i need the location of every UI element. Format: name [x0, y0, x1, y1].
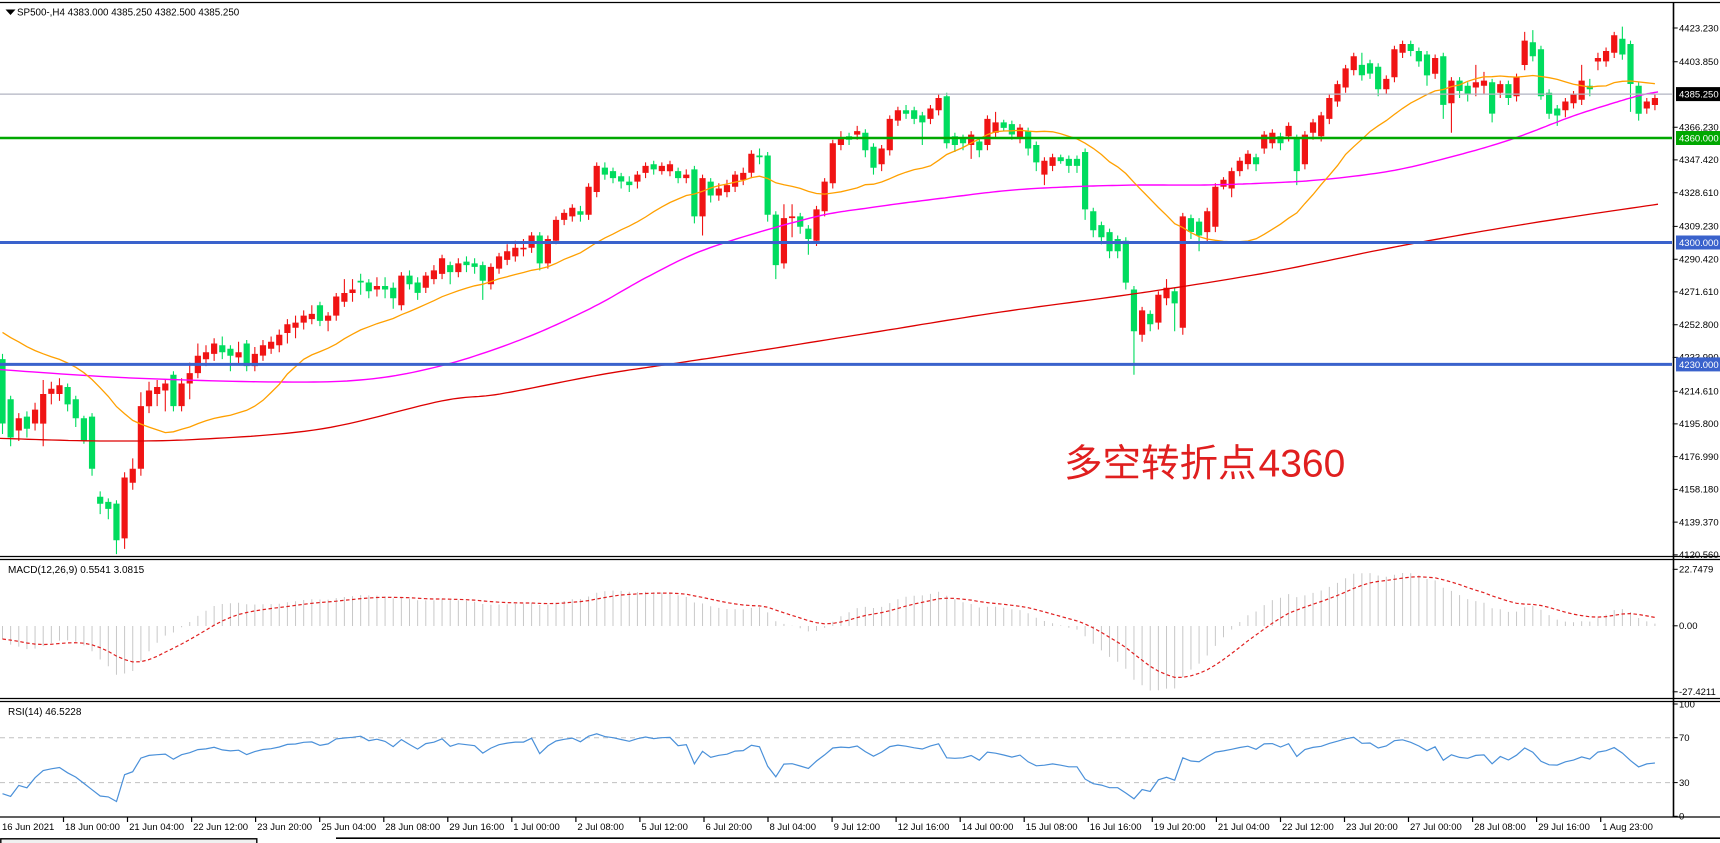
svg-text:4360: 4360 — [1259, 443, 1346, 486]
svg-text:16 Jun 2021: 16 Jun 2021 — [2, 822, 54, 833]
svg-text:9 Jul 12:00: 9 Jul 12:00 — [834, 822, 880, 833]
svg-text:0: 0 — [1679, 812, 1684, 823]
svg-text:4300.000: 4300.000 — [1679, 238, 1719, 249]
svg-text:4176.990: 4176.990 — [1679, 452, 1719, 463]
svg-text:8 Jul 04:00: 8 Jul 04:00 — [770, 822, 816, 833]
svg-text:4366.230: 4366.230 — [1679, 123, 1719, 134]
svg-text:4271.610: 4271.610 — [1679, 287, 1719, 298]
svg-text:0.00: 0.00 — [1679, 621, 1698, 632]
svg-text:4328.610: 4328.610 — [1679, 188, 1719, 199]
svg-text:22.7479: 22.7479 — [1679, 565, 1713, 576]
svg-text:27 Jul 00:00: 27 Jul 00:00 — [1410, 822, 1462, 833]
svg-text:28 Jun 08:00: 28 Jun 08:00 — [385, 822, 440, 833]
svg-text:4195.800: 4195.800 — [1679, 419, 1719, 430]
svg-text:4309.230: 4309.230 — [1679, 222, 1719, 233]
svg-text:15 Jul 08:00: 15 Jul 08:00 — [1026, 822, 1078, 833]
svg-text:14 Jul 00:00: 14 Jul 00:00 — [962, 822, 1014, 833]
svg-text:29 Jul 16:00: 29 Jul 16:00 — [1538, 822, 1590, 833]
svg-text:19 Jul 20:00: 19 Jul 20:00 — [1154, 822, 1206, 833]
svg-text:4252.800: 4252.800 — [1679, 320, 1719, 331]
svg-text:100: 100 — [1679, 699, 1695, 710]
svg-text:5 Jul 12:00: 5 Jul 12:00 — [641, 822, 687, 833]
svg-text:4385.250: 4385.250 — [1679, 90, 1719, 101]
svg-text:4360.000: 4360.000 — [1679, 133, 1719, 144]
svg-text:30: 30 — [1679, 778, 1690, 789]
svg-text:-27.4211: -27.4211 — [1679, 687, 1716, 698]
svg-text:23 Jul 20:00: 23 Jul 20:00 — [1346, 822, 1398, 833]
svg-text:18 Jun 00:00: 18 Jun 00:00 — [65, 822, 120, 833]
svg-text:21 Jul 04:00: 21 Jul 04:00 — [1218, 822, 1270, 833]
svg-text:4158.180: 4158.180 — [1679, 485, 1719, 496]
svg-text:21 Jun 04:00: 21 Jun 04:00 — [129, 822, 184, 833]
svg-text:RSI(14) 46.5228: RSI(14) 46.5228 — [8, 707, 82, 718]
svg-text:4403.850: 4403.850 — [1679, 57, 1719, 68]
svg-text:22 Jul 12:00: 22 Jul 12:00 — [1282, 822, 1334, 833]
svg-text:4139.370: 4139.370 — [1679, 517, 1719, 528]
svg-text:4347.420: 4347.420 — [1679, 155, 1719, 166]
svg-text:4214.610: 4214.610 — [1679, 387, 1719, 398]
svg-text:6 Jul 20:00: 6 Jul 20:00 — [706, 822, 752, 833]
svg-text:SP500-,H4 4383.000 4385.250 4: SP500-,H4 4383.000 4385.250 4382.500 438… — [17, 8, 240, 19]
svg-text:16 Jul 16:00: 16 Jul 16:00 — [1090, 822, 1142, 833]
svg-text:MACD(12,26,9) 0.5541 3.0815: MACD(12,26,9) 0.5541 3.0815 — [8, 565, 145, 576]
svg-text:28 Jul 08:00: 28 Jul 08:00 — [1474, 822, 1526, 833]
svg-text:23 Jun 20:00: 23 Jun 20:00 — [257, 822, 312, 833]
svg-text:1 Aug 23:00: 1 Aug 23:00 — [1602, 822, 1653, 833]
svg-text:4120.560: 4120.560 — [1679, 550, 1719, 561]
svg-text:12 Jul 16:00: 12 Jul 16:00 — [898, 822, 950, 833]
svg-text:1 Jul 00:00: 1 Jul 00:00 — [513, 822, 559, 833]
svg-text:2 Jul 08:00: 2 Jul 08:00 — [577, 822, 623, 833]
svg-text:4230.000: 4230.000 — [1679, 360, 1719, 371]
svg-text:22 Jun 12:00: 22 Jun 12:00 — [193, 822, 248, 833]
svg-text:4423.230: 4423.230 — [1679, 23, 1719, 34]
svg-text:70: 70 — [1679, 733, 1690, 744]
svg-text:4290.420: 4290.420 — [1679, 255, 1719, 266]
svg-text:25 Jun 04:00: 25 Jun 04:00 — [321, 822, 376, 833]
svg-text:29 Jun 16:00: 29 Jun 16:00 — [449, 822, 504, 833]
